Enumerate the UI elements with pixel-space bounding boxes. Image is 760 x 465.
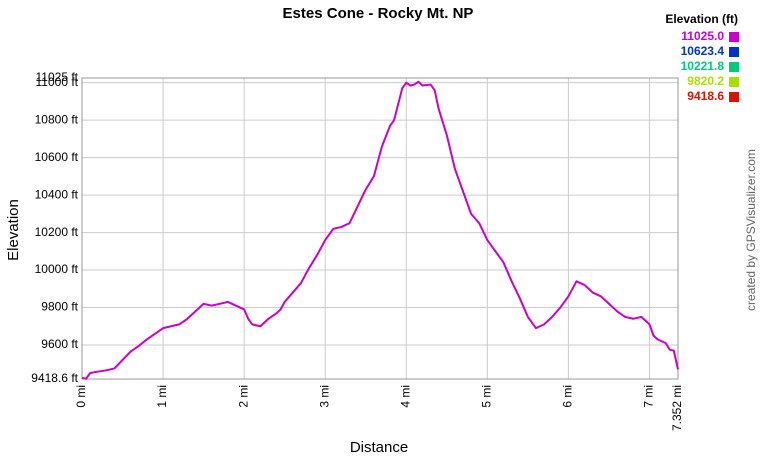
x-tick-label: 3 mi — [317, 385, 331, 408]
y-tick-label: 10600 ft — [35, 150, 79, 164]
legend-label: 9820.2 — [687, 74, 724, 88]
y-tick-label: 11025 ft — [36, 70, 79, 84]
x-tick-label: 7 mi — [642, 385, 656, 408]
x-tick-label: 7.352 mi — [670, 385, 684, 431]
y-tick-label: 10400 ft — [35, 187, 79, 201]
x-axis-label: Distance — [350, 439, 408, 456]
x-tick-label: 4 mi — [398, 385, 412, 408]
x-tick-label: 6 mi — [561, 385, 575, 408]
y-axis-label: Elevation — [5, 199, 22, 261]
plot-frame — [81, 77, 679, 380]
legend-title: Elevation (ft) — [665, 12, 738, 26]
y-tick-label: 11000 ft — [36, 75, 79, 89]
y-tick-label: 9800 ft — [41, 300, 78, 314]
legend-swatch — [729, 32, 739, 42]
legend-swatch — [729, 92, 739, 102]
x-tick-label: 0 mi — [74, 385, 88, 408]
legend-label: 11025.0 — [681, 29, 724, 43]
y-tick-label: 10200 ft — [35, 225, 79, 239]
chart-title: Estes Cone - Rocky Mt. NP — [283, 5, 474, 22]
legend-label: 10221.8 — [681, 59, 725, 73]
x-tick-label: 1 mi — [155, 385, 169, 408]
x-tick-label: 2 mi — [236, 385, 250, 408]
y-tick-label: 10000 ft — [35, 262, 79, 276]
legend-swatch — [729, 47, 739, 57]
y-tick-label: 9418.6 ft — [31, 371, 78, 385]
y-tick-label: 10800 ft — [35, 112, 79, 126]
legend-label: 9418.6 — [687, 89, 724, 103]
elevation-line — [81, 80, 679, 380]
credit: created by GPSVisualizer.com — [744, 149, 758, 311]
legend-swatch — [729, 77, 739, 87]
x-tick-label: 5 mi — [480, 385, 494, 408]
legend-swatch — [729, 62, 739, 72]
y-tick-label: 9600 ft — [41, 337, 78, 351]
legend-label: 10623.4 — [681, 44, 725, 58]
